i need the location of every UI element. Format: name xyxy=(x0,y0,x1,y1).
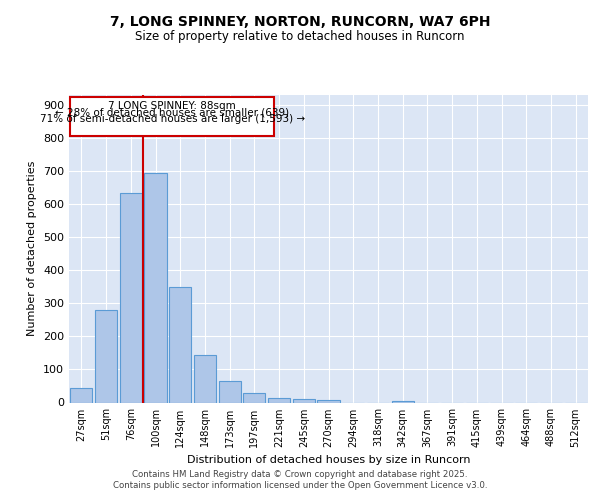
Y-axis label: Number of detached properties: Number of detached properties xyxy=(28,161,37,336)
X-axis label: Distribution of detached houses by size in Runcorn: Distribution of detached houses by size … xyxy=(187,455,470,465)
Bar xyxy=(145,172,167,402)
Text: Contains public sector information licensed under the Open Government Licence v3: Contains public sector information licen… xyxy=(113,481,487,490)
Bar xyxy=(317,400,340,402)
Text: 7, LONG SPINNEY, NORTON, RUNCORN, WA7 6PH: 7, LONG SPINNEY, NORTON, RUNCORN, WA7 6P… xyxy=(110,15,490,29)
Text: ← 28% of detached houses are smaller (639): ← 28% of detached houses are smaller (63… xyxy=(55,107,289,117)
Bar xyxy=(95,310,117,402)
Text: 71% of semi-detached houses are larger (1,593) →: 71% of semi-detached houses are larger (… xyxy=(40,114,305,124)
Bar xyxy=(218,381,241,402)
Bar xyxy=(169,287,191,403)
Bar xyxy=(268,398,290,402)
Bar xyxy=(119,192,142,402)
Bar xyxy=(243,392,265,402)
Bar xyxy=(194,354,216,403)
Text: Contains HM Land Registry data © Crown copyright and database right 2025.: Contains HM Land Registry data © Crown c… xyxy=(132,470,468,479)
Bar xyxy=(70,388,92,402)
Bar xyxy=(70,96,274,136)
Bar xyxy=(293,399,315,402)
Text: Size of property relative to detached houses in Runcorn: Size of property relative to detached ho… xyxy=(135,30,465,43)
Text: 7 LONG SPINNEY: 88sqm: 7 LONG SPINNEY: 88sqm xyxy=(109,100,236,110)
Bar xyxy=(392,401,414,402)
